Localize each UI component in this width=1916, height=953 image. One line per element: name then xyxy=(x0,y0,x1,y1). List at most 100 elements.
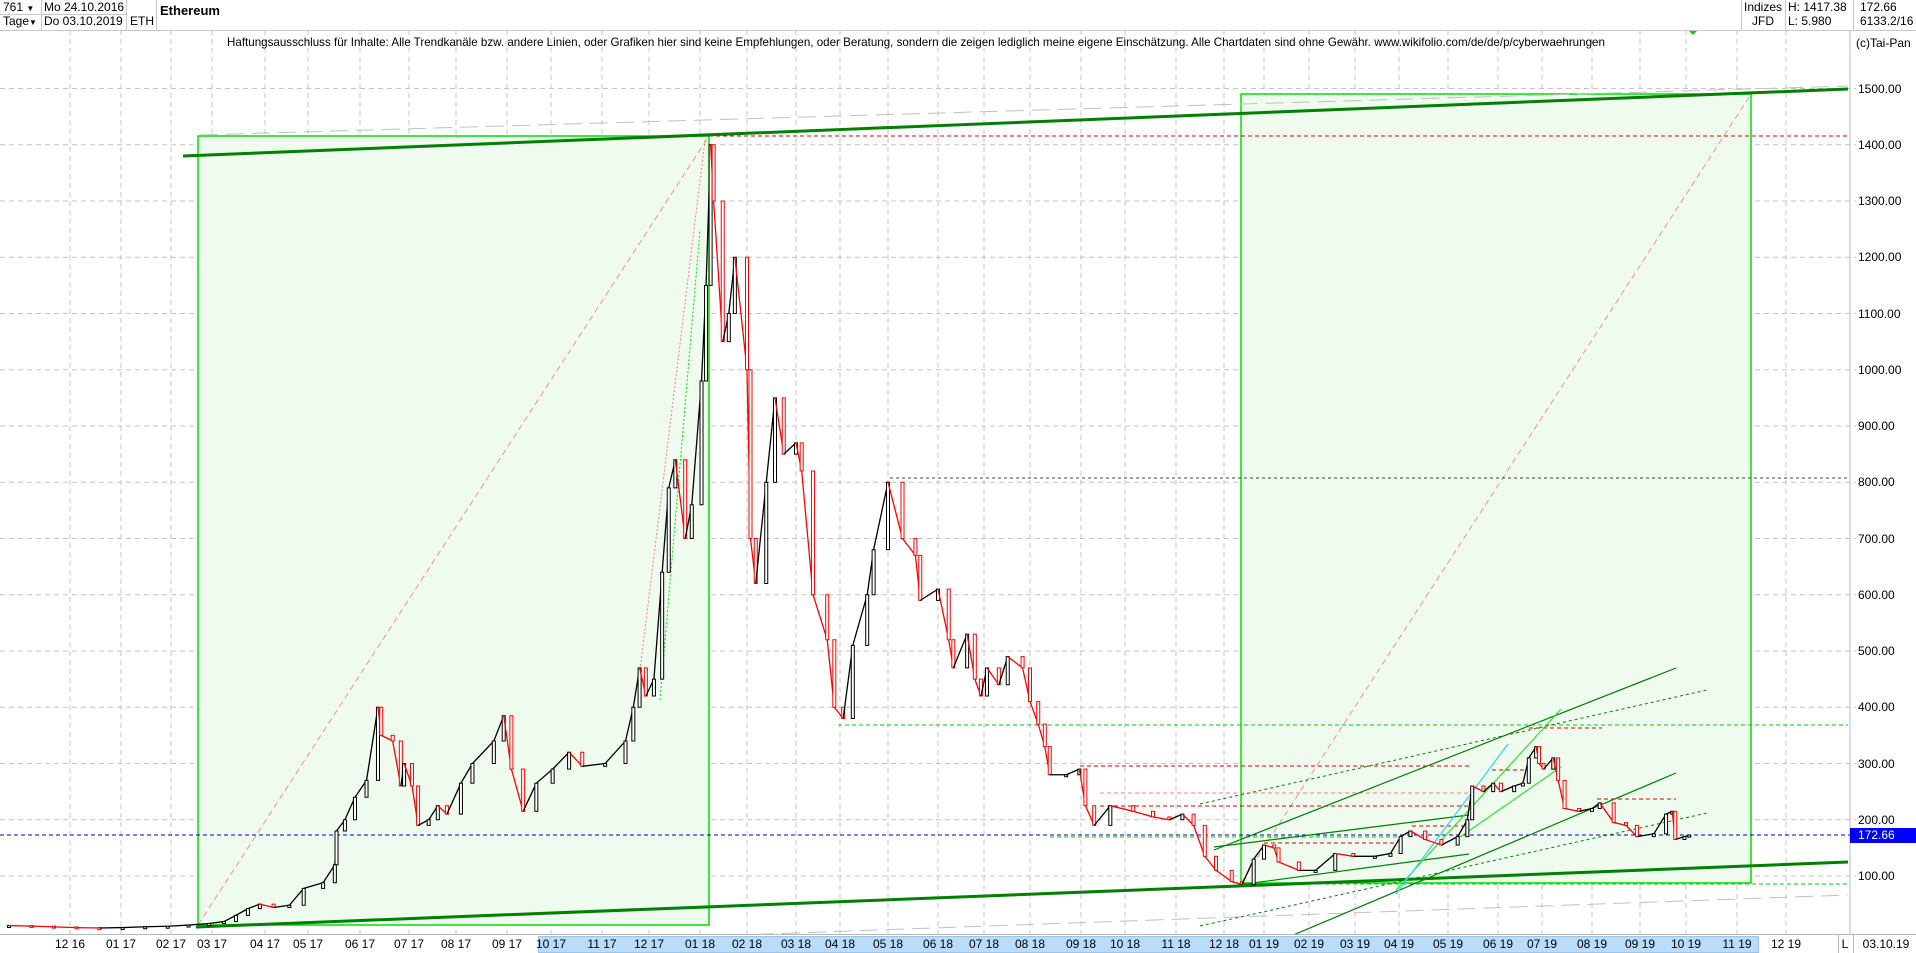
price-segment xyxy=(874,482,888,550)
x-tick-label: 04 19 xyxy=(1384,937,1414,951)
candle xyxy=(690,505,693,539)
x-tick-label: 05 18 xyxy=(873,937,903,951)
candle xyxy=(427,820,430,826)
candle xyxy=(851,645,854,718)
x-tick-label: 04 17 xyxy=(250,937,280,951)
start-date[interactable]: Mo 24.10.2016 xyxy=(44,0,124,14)
candle xyxy=(800,443,803,471)
x-tick-label: 06 18 xyxy=(923,937,953,951)
x-tick-label: 03 18 xyxy=(781,937,811,951)
candle xyxy=(1297,862,1300,870)
x-tick-label: 01 17 xyxy=(106,937,136,951)
x-tick-label: 10 19 xyxy=(1671,937,1701,951)
low-value: L: 5.980 xyxy=(1788,14,1831,28)
x-tick-label: 09 17 xyxy=(492,937,522,951)
candle xyxy=(872,550,875,595)
price-segment xyxy=(1110,806,1133,812)
candle xyxy=(632,707,635,741)
candle xyxy=(887,482,890,550)
candle xyxy=(765,482,768,583)
candle xyxy=(774,398,777,482)
candle xyxy=(1389,854,1392,857)
candle xyxy=(1065,775,1068,777)
disclaimer-text: Haftungsausschluss für Inhalte: Alle Tre… xyxy=(227,36,1605,49)
candle xyxy=(1021,657,1024,668)
time-axis-selection[interactable] xyxy=(538,936,1759,953)
candle xyxy=(721,201,724,342)
candle xyxy=(661,572,664,679)
candle xyxy=(492,741,495,764)
candle xyxy=(551,769,554,783)
price-segment xyxy=(9,926,32,927)
candle xyxy=(222,922,225,924)
candle xyxy=(1557,758,1560,781)
candle xyxy=(667,488,670,572)
candle xyxy=(1263,845,1266,859)
candle xyxy=(1314,870,1317,872)
candle xyxy=(1513,786,1516,792)
y-tick-label: 100.00 xyxy=(1858,869,1895,883)
candle xyxy=(391,735,394,741)
price-segment xyxy=(54,927,77,928)
candle xyxy=(652,679,655,696)
scale-mode-button[interactable]: L xyxy=(1842,937,1849,951)
price-segment xyxy=(145,926,168,927)
candle xyxy=(644,668,647,696)
candle xyxy=(1093,806,1096,826)
candle xyxy=(700,381,703,505)
candle xyxy=(1521,783,1524,786)
candle xyxy=(510,716,513,769)
candle xyxy=(1674,811,1677,839)
x-tick-label: 02 18 xyxy=(732,937,762,951)
y-tick-label: 1100.00 xyxy=(1858,307,1901,321)
candle xyxy=(246,909,249,916)
candle xyxy=(604,764,607,767)
y-tick-label: 600.00 xyxy=(1858,588,1895,602)
y-tick-label: 1300.00 xyxy=(1858,194,1901,208)
x-tick-label: 01 18 xyxy=(685,937,715,951)
x-tick-label: 08 17 xyxy=(441,937,471,951)
candle xyxy=(919,555,922,600)
candle xyxy=(1203,825,1206,856)
candle xyxy=(380,707,383,735)
candle xyxy=(1635,825,1638,836)
dropdown-arrow-icon: ▼ xyxy=(26,4,34,13)
x-tick-label: 10 17 xyxy=(536,937,566,951)
end-date[interactable]: Do 03.10.2019 xyxy=(44,14,123,28)
candle xyxy=(866,595,869,646)
price-segment xyxy=(888,482,903,538)
candle xyxy=(782,398,785,454)
candle xyxy=(333,865,336,883)
candle xyxy=(1334,854,1337,871)
candle xyxy=(973,634,976,679)
x-tick-label: 08 19 xyxy=(1577,937,1607,951)
candle xyxy=(1277,848,1280,862)
market-label: Indizes xyxy=(1744,0,1782,14)
y-tick-label: 1500.00 xyxy=(1858,82,1901,96)
x-tick-label: 08 18 xyxy=(1015,937,1045,951)
candle xyxy=(535,783,538,811)
dropdown-arrow-icon: ▼ xyxy=(29,18,37,27)
candle xyxy=(1215,856,1218,870)
candle xyxy=(985,668,988,696)
period-select[interactable]: Tage▼ xyxy=(3,14,37,30)
candle xyxy=(705,285,708,381)
x-tick-label: 05 17 xyxy=(293,937,323,951)
volume-info: 6133.2/16 xyxy=(1860,14,1913,28)
y-tick-label: 400.00 xyxy=(1858,700,1895,714)
y-tick-label: 900.00 xyxy=(1858,419,1895,433)
candle xyxy=(436,806,439,820)
x-tick-label: 02 17 xyxy=(156,937,186,951)
x-tick-label: 02 19 xyxy=(1294,937,1324,951)
x-tick-label: 03 19 xyxy=(1340,937,1370,951)
candle xyxy=(1230,870,1233,881)
x-tick-label: 04 18 xyxy=(825,937,855,951)
candle xyxy=(1527,758,1530,783)
y-tick-label: 1000.00 xyxy=(1858,363,1901,377)
candle xyxy=(1006,657,1009,685)
candle xyxy=(335,831,338,865)
y-tick-label: 700.00 xyxy=(1858,532,1895,546)
candle xyxy=(1048,747,1051,775)
